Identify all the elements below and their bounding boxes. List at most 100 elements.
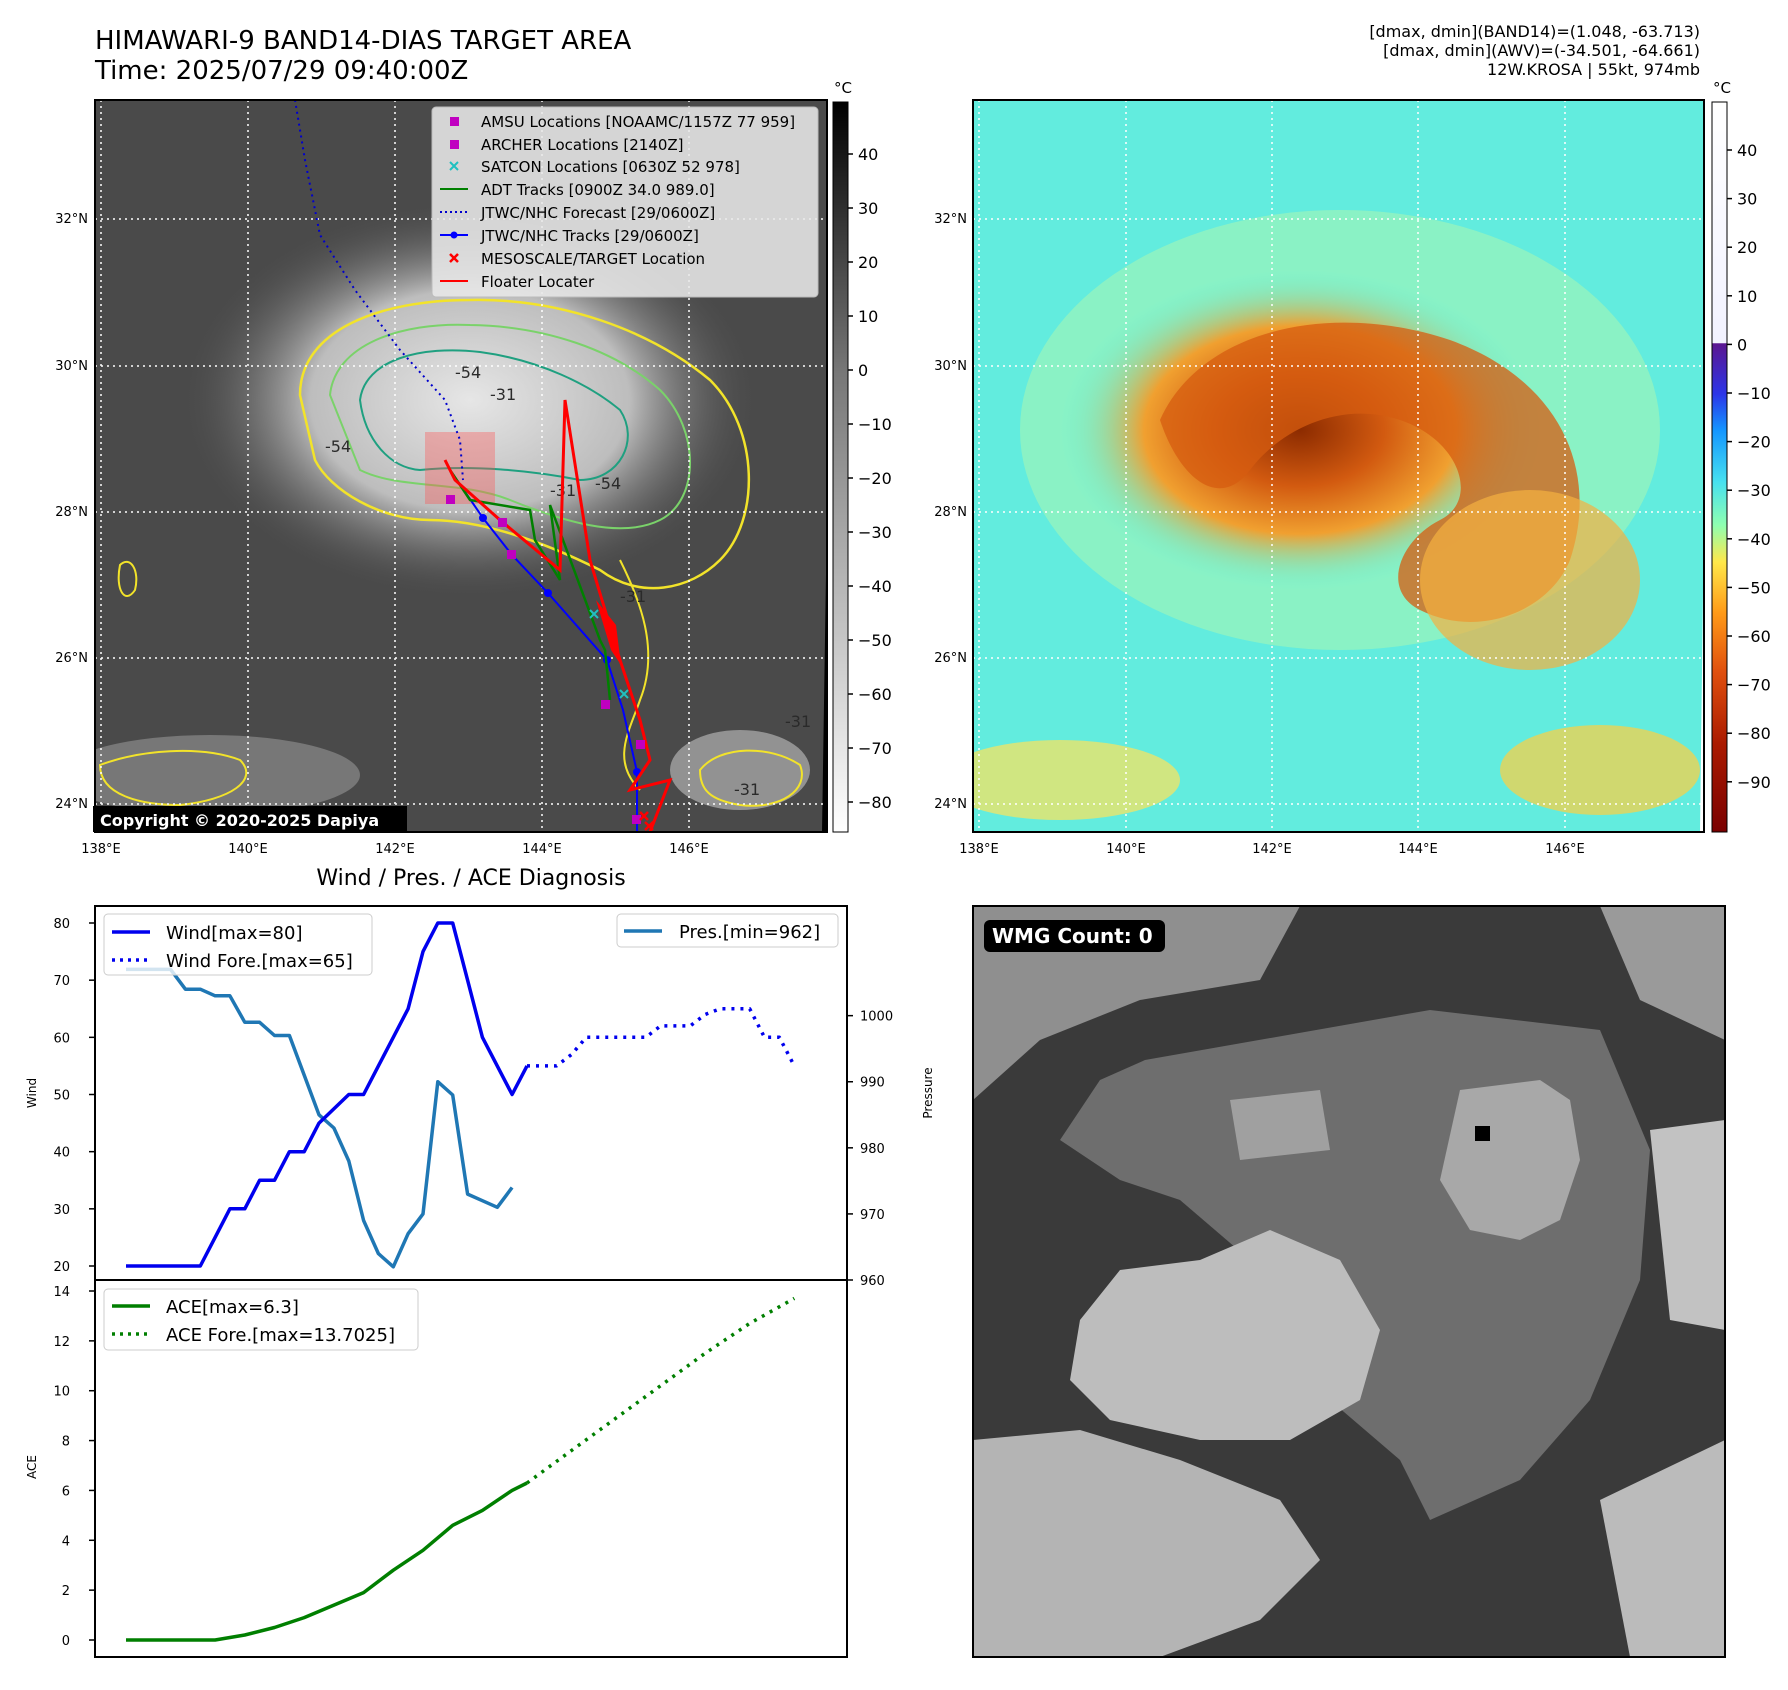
contour-label: -31	[734, 780, 760, 799]
gray-colorbar-tick-label: −20	[858, 469, 892, 488]
pressure-line	[126, 967, 514, 1269]
color-colorbar: °C 40 30 20 10 0 −10 −20 −30 −40 −50 −60 −70 −80 −90	[1711, 79, 1771, 833]
wmg-northwest-region	[973, 906, 1300, 1100]
contour-label: -31	[620, 587, 646, 606]
legend-wind-fore: Wind Fore.[max=65]	[166, 951, 353, 972]
wind-line	[126, 921, 529, 1268]
wind-axis-tick-label: 80	[53, 917, 70, 932]
gray-colorbar-tick-label: 30	[858, 199, 878, 218]
ace-axis-tick-label: 6	[62, 1484, 70, 1499]
wmg-east-region	[1650, 1120, 1725, 1330]
pressure-axis-tick-label: 990	[860, 1076, 885, 1091]
gray-colorbar-ticks: 40 30 20 10 0 −10 −20 −30 −40 −50 −60 −70 −80	[848, 145, 892, 812]
wind-axis-tick-label: 50	[53, 1089, 70, 1104]
map-edge-mask	[810, 510, 827, 832]
wmg-count-label: WMG Count: 0	[992, 924, 1153, 948]
color-colorbar-tick-label: 0	[1737, 335, 1747, 354]
ace-axis-tick-label: 10	[53, 1385, 70, 1400]
wmg-panel: WMG Count: 0	[972, 905, 1726, 1658]
gray-colorbar-tick-label: −60	[858, 685, 892, 704]
lat-tick: 30°N	[934, 359, 967, 374]
gray-colorbar-tick-label: −70	[858, 739, 892, 758]
ir-map-panel: -54 -31 -54 -31 -54 -31 -31 -31	[55, 79, 892, 857]
wmg-light-region	[1440, 1080, 1580, 1240]
ace-legend: ACE[max=6.3] ACE Fore.[max=13.7025]	[103, 1288, 419, 1351]
lon-tick: 138°E	[959, 842, 999, 857]
contour-label: -31	[785, 712, 811, 731]
pressure-legend: Pres.[min=962]	[616, 913, 839, 948]
wind-series	[126, 921, 796, 1269]
ace-ticks: 14 12 10 8 6 4 2 0	[53, 1285, 95, 1649]
ace-panel: ACE 14 12 10 8 6 4 2 0 ACE[max=6.3] ACE Fore.[m…	[25, 1279, 848, 1658]
lat-tick: 28°N	[55, 505, 88, 520]
ace-axis-tick-label: 0	[62, 1634, 70, 1649]
legend-ace: ACE[max=6.3]	[166, 1297, 299, 1318]
legend-x-marker	[449, 161, 459, 171]
pressure-ticks: 1000 990 980 970 960	[847, 1010, 893, 1289]
color-colorbar-tick-label: 20	[1737, 238, 1757, 257]
map2-edge-mask	[1686, 510, 1704, 832]
legend-item-floater: Floater Locater	[481, 273, 595, 291]
gray-colorbar-tick-label: −40	[858, 577, 892, 596]
title-line-1: HIMAWARI-9 BAND14-DIAS TARGET AREA	[95, 26, 632, 56]
wmg-northeast-region	[1600, 906, 1725, 1040]
diag-title: Wind / Pres. / ACE Diagnosis	[316, 866, 625, 891]
legend-item-amsu: AMSU Locations [NOAAMC/1157Z 77 959]	[481, 113, 795, 131]
wmg-southwest-region	[973, 1430, 1320, 1657]
lon-tick: 140°E	[1106, 842, 1146, 857]
wind-legend: Wind[max=80] Wind Fore.[max=65]	[103, 913, 373, 976]
ace-axis-tick-label: 2	[62, 1584, 70, 1599]
wind-pressure-panel: Wind Pressure 80 70 60 50 40 30 20 1000 990 980 9…	[25, 905, 935, 1289]
gray-colorbar-tick-label: −80	[858, 793, 892, 812]
lat-tick: 24°N	[55, 797, 88, 812]
map2-gridlines	[973, 100, 1704, 832]
legend-dot-marker	[450, 231, 458, 239]
color-map-panel: 32°N 30°N 28°N 26°N 24°N 138°E 140°E 142…	[934, 79, 1771, 857]
ace-line	[126, 1481, 528, 1642]
color-colorbar-tick-label: −40	[1737, 530, 1771, 549]
color-colorbar-tick-label: −70	[1737, 676, 1771, 695]
ace-axis-tick-label: 8	[62, 1435, 70, 1450]
wind-axis-tick-label: 70	[53, 974, 70, 989]
wmg-count-box	[984, 920, 1165, 952]
gray-colorbar-tick-label: −50	[858, 631, 892, 650]
legend-square-marker	[450, 117, 459, 126]
adt-track	[448, 469, 612, 701]
pressure-axis-tick-label: 1000	[860, 1010, 893, 1025]
wmg-light-region-2	[1230, 1090, 1330, 1160]
legend-square-marker	[450, 140, 459, 149]
awv-outer-band	[1420, 490, 1640, 670]
cloud-contours	[98, 298, 803, 807]
pressure-axis-tick-label: 970	[860, 1208, 885, 1223]
legend-item-archer: ARCHER Locations [2140Z]	[481, 136, 684, 154]
wind-legend-box	[103, 913, 373, 976]
wind-axis-tick-label: 20	[53, 1260, 70, 1275]
color-colorbar-tick-label: −10	[1737, 384, 1771, 403]
lat-tick: 24°N	[934, 797, 967, 812]
contour-label: -31	[490, 385, 516, 404]
lon-tick: 144°E	[1398, 842, 1438, 857]
legend-wind: Wind[max=80]	[166, 923, 303, 944]
lat-tick: 28°N	[934, 505, 967, 520]
amsu-locations	[446, 495, 645, 824]
contour-labels: -54 -31 -54 -31 -54 -31 -31 -31	[325, 363, 811, 799]
color-colorbar-unit: °C	[1713, 79, 1731, 97]
gray-colorbar-fill	[832, 101, 849, 833]
info-line-3: 12W.KROSA | 55kt, 974mb	[1487, 60, 1700, 79]
gray-colorbar: °C 40 30 20 10 0 −10 −20 −30 −40 −50 −60 −70 −80	[832, 79, 892, 833]
legend-item-tracks: JTWC/NHC Tracks [29/0600Z]	[480, 227, 699, 245]
lon-tick: 140°E	[228, 842, 268, 857]
ace-axis-tick-label: 12	[53, 1335, 70, 1350]
lat-tick: 26°N	[934, 651, 967, 666]
floater-cluster	[596, 600, 621, 665]
legend-ace-fore: ACE Fore.[max=13.7025]	[166, 1325, 395, 1346]
pressure-axis-label: Pressure	[921, 1067, 935, 1118]
lat-tick: 30°N	[55, 359, 88, 374]
wind-axis-tick-label: 30	[53, 1203, 70, 1218]
figure-info: [dmax, dmin](BAND14)=(1.048, -63.713) [d…	[1369, 22, 1700, 79]
ace-axis-tick-label: 14	[53, 1285, 70, 1300]
map-legend: AMSU Locations [NOAAMC/1157Z 77 959] ARC…	[431, 106, 819, 298]
contour-label: -54	[455, 363, 481, 382]
ir-cloud-shield	[180, 200, 760, 600]
